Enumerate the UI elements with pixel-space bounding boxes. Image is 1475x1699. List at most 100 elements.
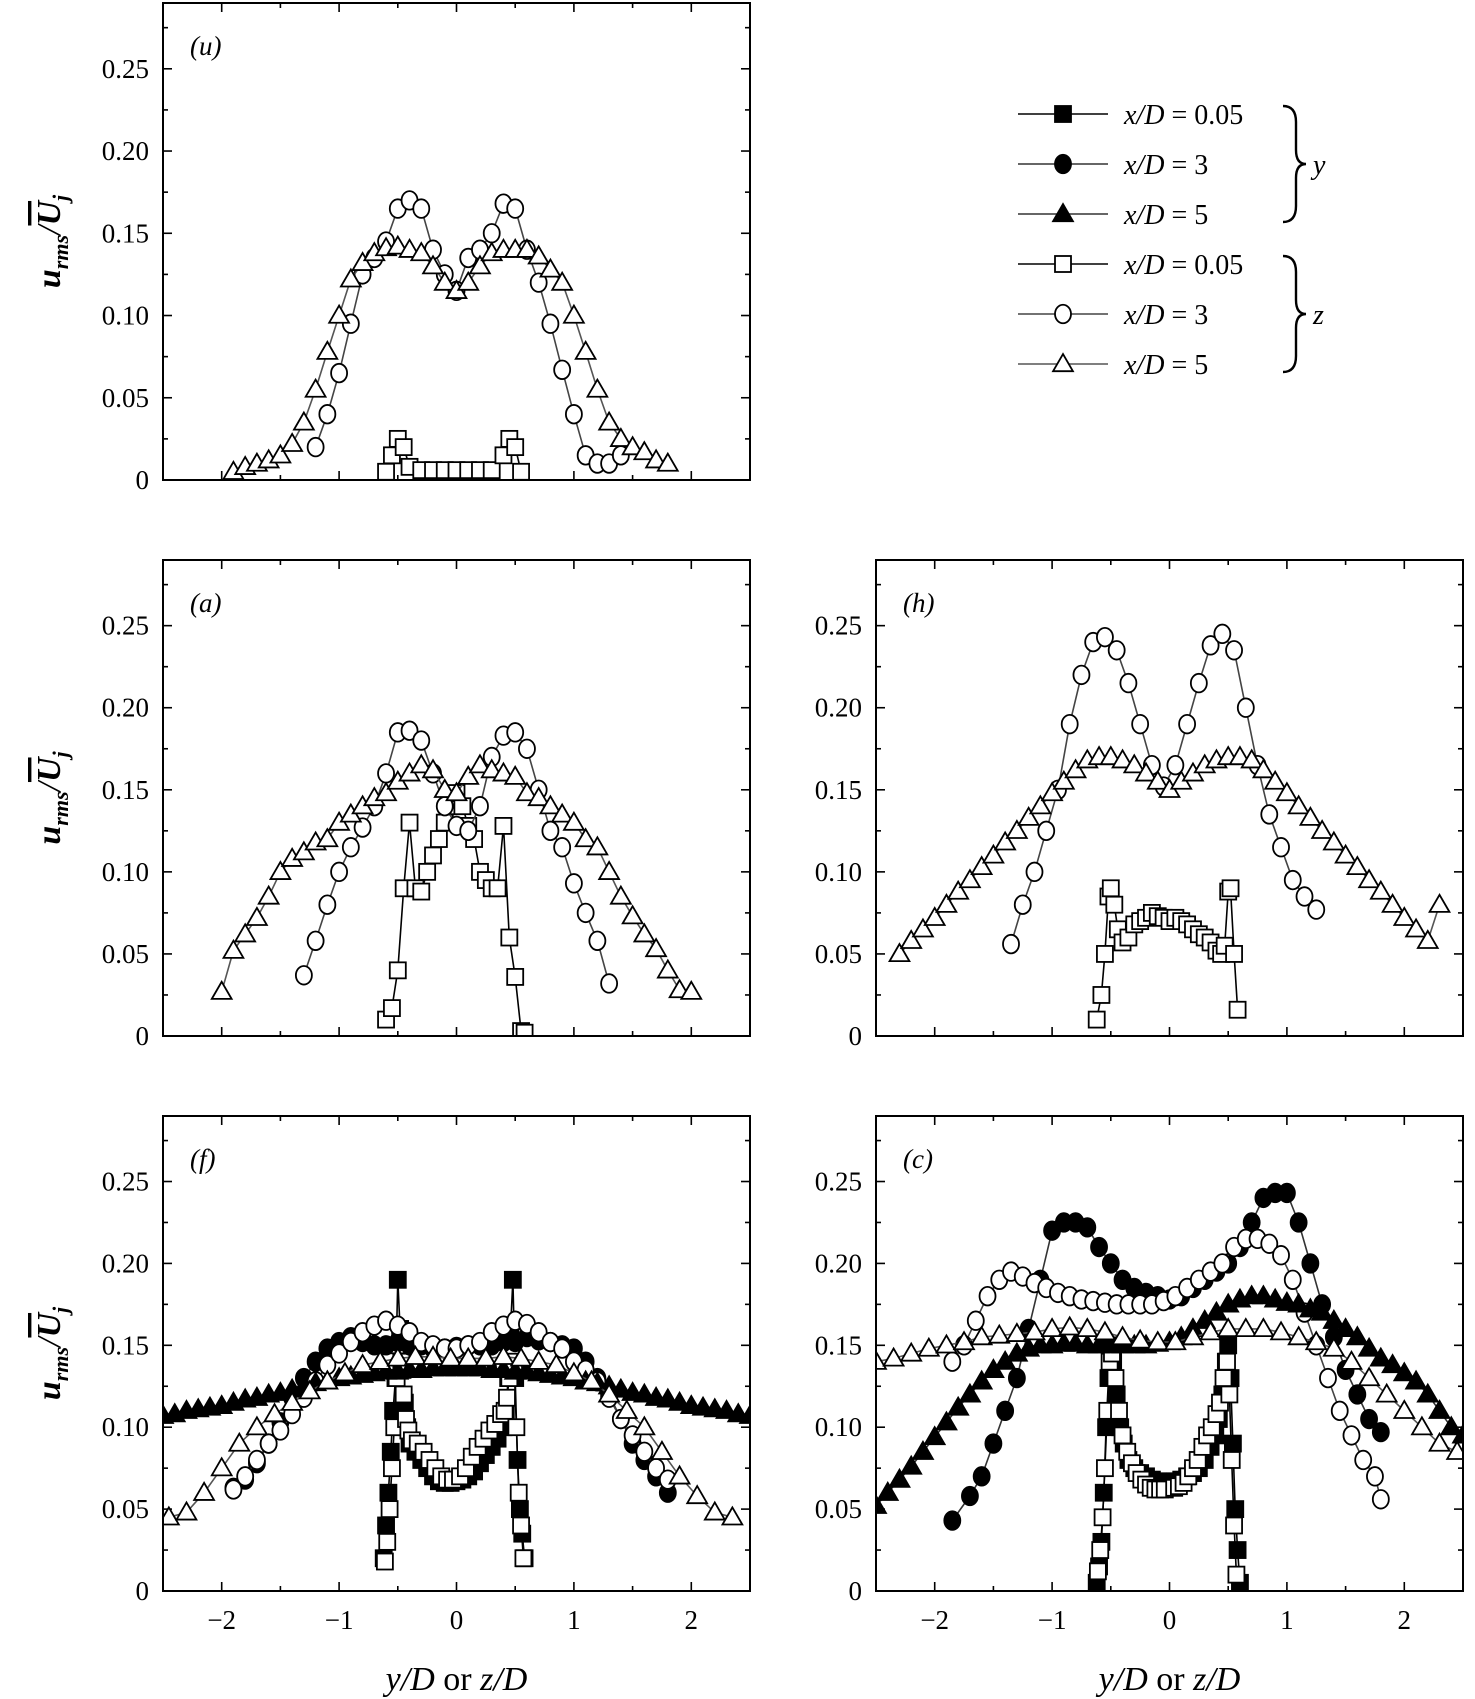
data-point bbox=[565, 404, 583, 425]
data-point bbox=[1263, 769, 1287, 790]
data-point bbox=[1163, 1330, 1187, 1351]
data-point bbox=[1028, 794, 1052, 815]
data-point bbox=[400, 813, 419, 832]
y-axis-label-part: j bbox=[48, 1306, 73, 1316]
y-axis-label-part: / bbox=[31, 222, 68, 237]
data-point bbox=[512, 462, 530, 480]
data-point bbox=[1278, 1182, 1296, 1204]
data-point bbox=[514, 1549, 533, 1568]
data-point bbox=[1366, 1466, 1384, 1487]
data-point bbox=[1005, 819, 1029, 839]
y-tick-label: 0 bbox=[849, 1021, 863, 1051]
data-point bbox=[527, 786, 551, 807]
data-point bbox=[368, 1349, 392, 1370]
data-point bbox=[899, 1454, 923, 1475]
data-point bbox=[268, 443, 292, 464]
data-point bbox=[668, 1390, 692, 1411]
data-point bbox=[1269, 1320, 1293, 1341]
data-point bbox=[911, 1440, 935, 1460]
data-point bbox=[1088, 1562, 1107, 1581]
y-axis-label-part: u bbox=[31, 1381, 68, 1400]
data-point bbox=[306, 436, 325, 458]
data-point bbox=[621, 435, 645, 456]
data-point bbox=[386, 234, 410, 255]
data-point bbox=[1023, 1320, 1046, 1341]
y-tick-label: 0.20 bbox=[102, 136, 149, 166]
legend-label: x/D = 5 bbox=[1123, 350, 1208, 381]
data-point bbox=[1091, 1541, 1110, 1559]
y-axis-label-part: u bbox=[31, 269, 68, 288]
data-point bbox=[509, 1483, 528, 1502]
plot-frame bbox=[875, 1115, 1464, 1592]
data-point bbox=[1072, 664, 1091, 686]
data-point bbox=[1037, 820, 1056, 842]
data-point bbox=[412, 882, 431, 901]
data-point bbox=[553, 837, 572, 858]
x-axis-label-part: z/D bbox=[1192, 1661, 1241, 1698]
data-point bbox=[597, 1382, 621, 1403]
data-point bbox=[304, 377, 328, 398]
data-point bbox=[1101, 1253, 1120, 1274]
data-point bbox=[529, 1322, 548, 1343]
data-point bbox=[233, 922, 257, 943]
data-point bbox=[1058, 1315, 1082, 1336]
data-point bbox=[656, 1387, 680, 1408]
data-point bbox=[1107, 640, 1126, 661]
data-point bbox=[380, 1500, 399, 1519]
data-point bbox=[615, 1399, 639, 1419]
data-point bbox=[509, 1346, 533, 1367]
panel-label: (f) bbox=[190, 1144, 215, 1174]
legend-label: x/D = 0.05 bbox=[1123, 100, 1243, 131]
data-point bbox=[1099, 745, 1123, 766]
series-triangle-filled bbox=[163, 1356, 750, 1424]
data-point bbox=[1110, 1401, 1128, 1420]
data-point bbox=[421, 758, 445, 779]
x-tick-label: −2 bbox=[920, 1605, 949, 1635]
x-tick-label: 2 bbox=[685, 1605, 699, 1635]
data-point bbox=[562, 810, 586, 831]
y-axis-label-part: / bbox=[31, 1334, 68, 1349]
data-point bbox=[1113, 1426, 1132, 1445]
data-point bbox=[245, 906, 269, 926]
data-point bbox=[1240, 748, 1264, 769]
data-point bbox=[946, 879, 970, 900]
data-point bbox=[946, 1395, 970, 1416]
data-point bbox=[1287, 1325, 1311, 1346]
data-point bbox=[1201, 635, 1220, 656]
data-point bbox=[1093, 1320, 1117, 1341]
plot-frame bbox=[162, 1115, 751, 1592]
data-point bbox=[1017, 805, 1041, 826]
data-point bbox=[1093, 1508, 1112, 1527]
data-point bbox=[934, 892, 958, 913]
data-point bbox=[1228, 745, 1252, 766]
series-circle-open bbox=[294, 720, 619, 994]
data-point bbox=[966, 1310, 985, 1331]
y-tick-label: 0.10 bbox=[102, 857, 149, 887]
data-point bbox=[445, 781, 468, 802]
plot-area bbox=[887, 623, 1452, 1029]
data-point bbox=[268, 860, 292, 880]
y-tick-label: 0.15 bbox=[815, 775, 862, 805]
x-tick-label: −1 bbox=[325, 1605, 354, 1635]
data-point bbox=[527, 1349, 551, 1370]
data-point bbox=[1213, 1253, 1232, 1274]
legend-label-part: x/D bbox=[1123, 250, 1164, 281]
panel-1: 0 0.05 0.10 0.15 0.20 0.25 (a) urms/Uj bbox=[31, 559, 751, 1051]
panel-label: (c) bbox=[903, 1144, 933, 1174]
data-point bbox=[952, 1330, 976, 1351]
legend-label-part: x/D bbox=[1123, 100, 1164, 131]
data-point bbox=[943, 1510, 962, 1531]
data-point bbox=[1225, 945, 1243, 963]
data-point bbox=[474, 1346, 498, 1367]
data-point bbox=[1298, 1297, 1322, 1318]
data-point bbox=[1392, 1361, 1416, 1382]
data-point bbox=[1236, 697, 1255, 718]
data-point bbox=[1225, 1516, 1243, 1535]
data-point bbox=[1166, 754, 1185, 776]
data-point bbox=[632, 1382, 656, 1403]
x-axis-label-part: or bbox=[1148, 1661, 1193, 1698]
y-tick-label: 0.15 bbox=[815, 1330, 862, 1360]
data-point bbox=[1146, 1330, 1170, 1351]
data-point bbox=[1287, 794, 1311, 815]
y-tick-label: 0 bbox=[849, 1576, 863, 1606]
